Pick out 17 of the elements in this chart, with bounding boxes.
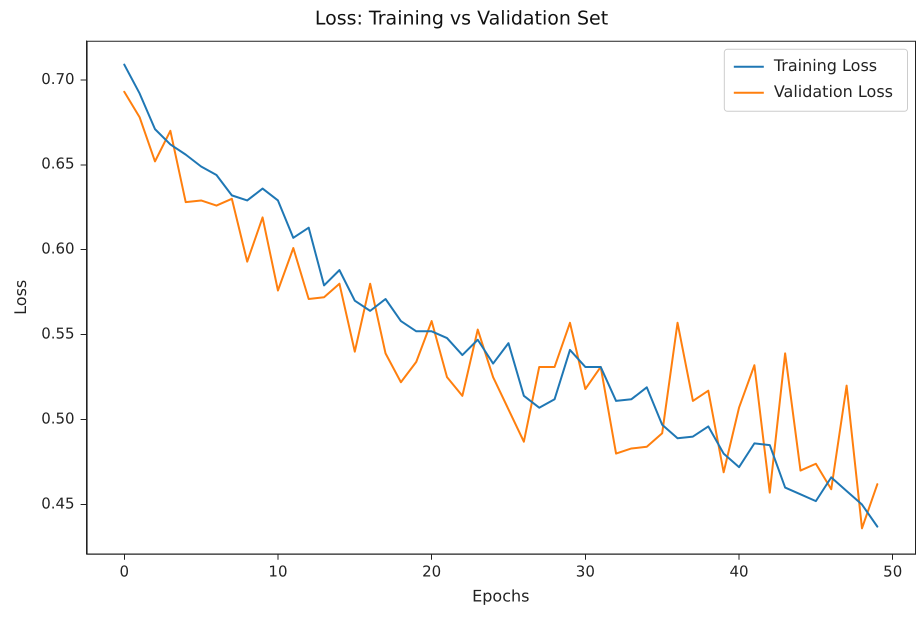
x-tick-label: 30 xyxy=(576,562,595,581)
x-axis-title: Epochs xyxy=(472,586,530,606)
legend-label: Validation Loss xyxy=(774,82,893,101)
x-tick-label: 40 xyxy=(729,562,749,581)
y-tick-label: 0.55 xyxy=(41,324,75,343)
x-tick-label: 50 xyxy=(883,562,902,581)
y-tick-label: 0.50 xyxy=(41,409,75,428)
y-tick-label: 0.65 xyxy=(41,154,75,173)
x-tick-label: 10 xyxy=(268,562,288,581)
x-tick-label: 0 xyxy=(119,562,130,581)
y-tick-label: 0.45 xyxy=(41,494,75,512)
y-tick-label: 0.60 xyxy=(41,240,75,258)
y-axis-title: Loss xyxy=(10,280,30,315)
legend-label: Training Loss xyxy=(772,56,878,75)
y-tick-label: 0.70 xyxy=(41,70,75,88)
chart-title: Loss: Training vs Validation Set xyxy=(314,7,608,30)
x-tick-label: 20 xyxy=(422,562,442,581)
